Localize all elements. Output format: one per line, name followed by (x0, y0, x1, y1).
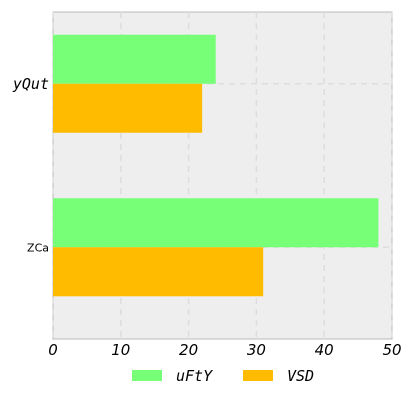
bar-VSD-ZCa (53, 247, 264, 297)
legend-swatch (243, 370, 273, 381)
bar-uFtY-yQut (53, 34, 216, 84)
x-tick-label: 0 (48, 341, 58, 359)
x-tick-label: 10 (111, 341, 130, 359)
legend-label: uFtY (176, 367, 213, 385)
x-tick-label: 50 (382, 341, 401, 359)
x-tick-label: 20 (179, 341, 198, 359)
x-axis-ticks: 0 10 20 30 40 50 (48, 341, 401, 359)
bars (53, 34, 379, 297)
legend-label: VSD (287, 367, 314, 385)
legend-swatch (132, 370, 162, 381)
x-tick-label: 30 (247, 341, 266, 359)
bar-uFtY-ZCa (53, 198, 379, 248)
category-label: ZCa (27, 241, 49, 254)
y-axis-categories: yQut ZCa (12, 75, 49, 255)
legend: uFtY VSD (132, 367, 314, 385)
x-tick-label: 40 (315, 341, 334, 359)
bar-VSD-yQut (53, 83, 203, 133)
category-label: yQut (12, 75, 49, 93)
